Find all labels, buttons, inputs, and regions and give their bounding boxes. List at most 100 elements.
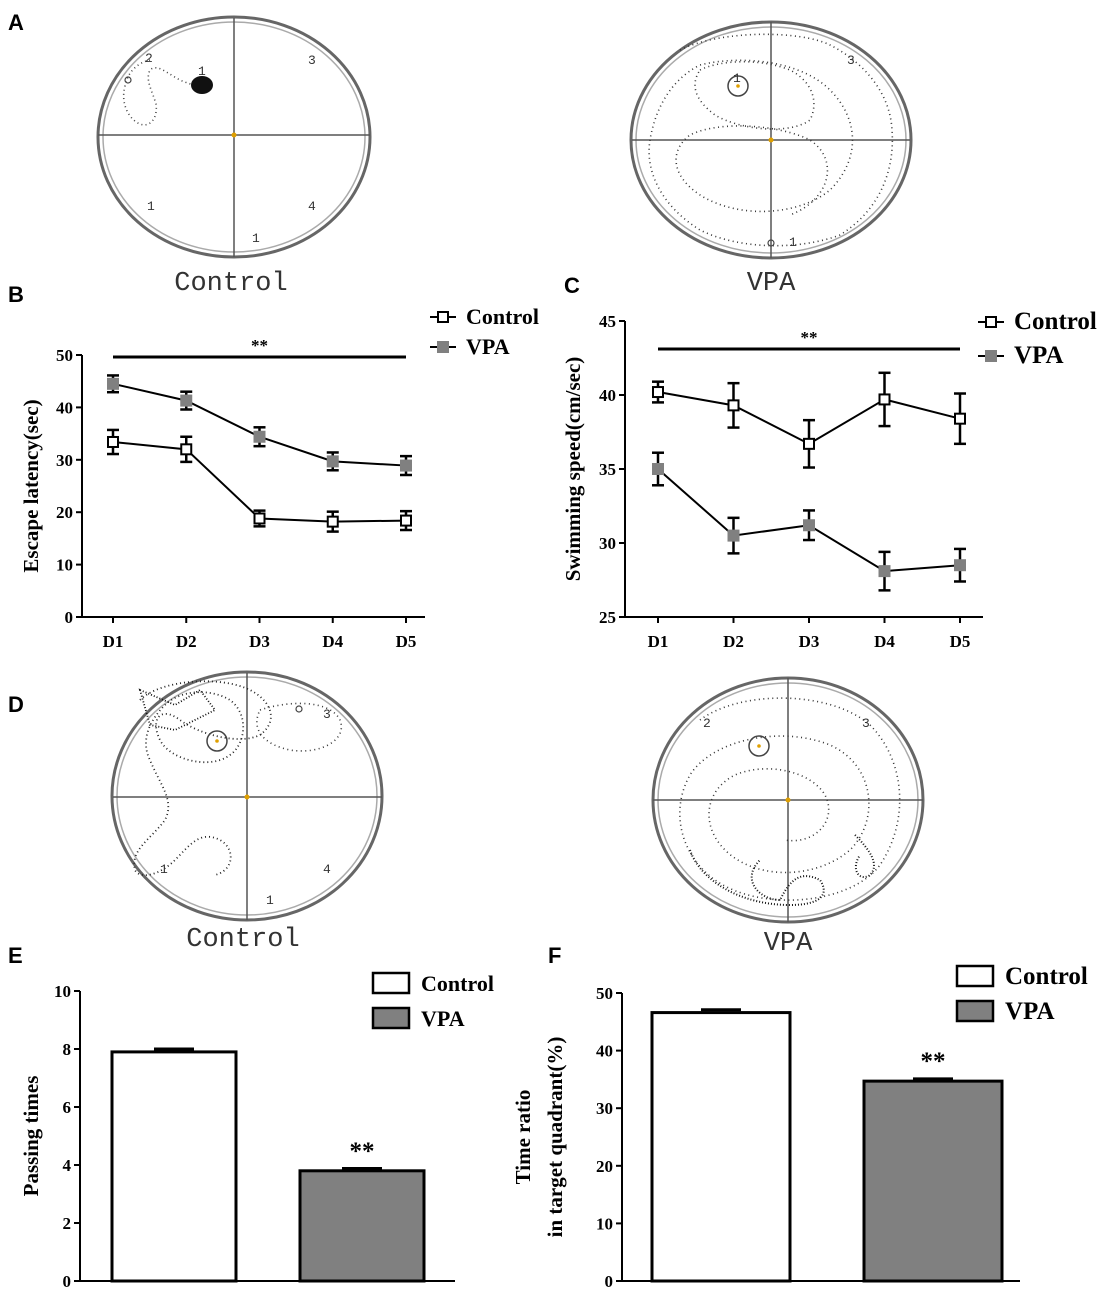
bar-control	[650, 1011, 792, 1283]
quadrant-label: 4	[308, 199, 316, 214]
y-tick-label: 10	[596, 1214, 613, 1233]
panel-d-vpa-pool: 2 3	[651, 676, 925, 924]
panel-d-right-caption: VPA	[764, 929, 813, 959]
legend-marker	[985, 316, 997, 328]
pool-center	[231, 132, 237, 138]
data-point-control	[326, 515, 339, 528]
swim-track-dense	[689, 849, 825, 907]
x-tick-label: D1	[103, 632, 124, 651]
bar-vpa	[862, 1079, 1004, 1283]
x-tick-label: D4	[322, 632, 343, 651]
y-tick-label: 2	[63, 1214, 72, 1233]
quadrant-label: 1	[733, 71, 741, 86]
data-point-control	[954, 412, 966, 425]
y-axis-label: Time ratio	[511, 1090, 535, 1185]
quadrant-label: 1	[147, 199, 155, 214]
chart-escape-latency: 0 10 20 30 40 50 D1 D2 D3 D4 D5 Escape latency(sec)…	[19, 304, 539, 651]
y-tick-label: 0	[605, 1272, 614, 1291]
y-tick-label: 40	[599, 386, 616, 405]
legend-marker	[985, 350, 997, 362]
legend-label: Control	[421, 971, 494, 996]
data-point-vpa	[326, 455, 339, 468]
data-point-vpa	[652, 463, 664, 475]
quadrant-label: 3	[308, 53, 316, 68]
y-tick-label: 20	[596, 1157, 613, 1176]
platform-marker	[191, 76, 213, 94]
y-tick-label: 35	[599, 460, 616, 479]
y-tick-label: 30	[596, 1099, 613, 1118]
significance-label: **	[251, 336, 268, 355]
legend-label: Control	[466, 304, 539, 329]
y-axis-label: Swimming speed(cm/sec)	[561, 357, 585, 582]
legend-label: VPA	[1014, 342, 1064, 369]
pool-center	[768, 137, 774, 143]
panel-b-label: B	[8, 282, 24, 307]
y-tick-label: 40	[56, 398, 73, 417]
y-tick-label: 45	[599, 312, 616, 331]
series-line-vpa	[112, 382, 407, 467]
swim-track	[679, 697, 901, 901]
y-tick-label: 6	[63, 1098, 72, 1117]
x-tick-label: D2	[723, 632, 744, 651]
significance-label: **	[350, 1138, 375, 1165]
panel-d-label: D	[8, 692, 24, 717]
y-tick-label: 0	[65, 608, 74, 627]
significance-label: **	[921, 1048, 946, 1075]
panel-a-label: A	[8, 10, 24, 35]
quadrant-label: 1	[789, 235, 797, 250]
data-point-control	[253, 512, 266, 525]
x-tick-label: D1	[648, 632, 669, 651]
data-point-control	[727, 399, 740, 412]
panel-a-control-pool: 2 1 3 1 4 1	[96, 15, 372, 259]
platform-center	[736, 84, 740, 88]
y-tick-label: 4	[63, 1156, 72, 1175]
panel-d-control-pool: 3 1 4 1	[110, 670, 384, 922]
y-tick-label: 10	[54, 982, 71, 1001]
platform-center	[215, 739, 219, 743]
legend-swatch	[371, 971, 411, 995]
y-tick-label: 10	[56, 556, 73, 575]
swim-track-dense	[138, 688, 217, 731]
legend-label: VPA	[421, 1006, 465, 1031]
quadrant-label: 1	[266, 893, 274, 908]
y-axis-label: Escape latency(sec)	[19, 399, 43, 572]
data-point-control	[652, 386, 664, 399]
platform-marker	[748, 735, 770, 757]
data-point-vpa	[727, 529, 740, 542]
y-axis-label: Passing times	[19, 1076, 43, 1197]
swim-track-dense	[854, 834, 875, 878]
quadrant-label: 2	[703, 716, 711, 731]
pool-center	[244, 794, 250, 800]
y-tick-label: 50	[596, 984, 613, 1003]
chart-time-ratio: 0 10 20 30 40 50 Time ratio in target quadrant(…	[511, 963, 1088, 1291]
x-tick-label: D3	[249, 632, 270, 651]
legend-swatch	[371, 1006, 411, 1030]
legend-swatch	[955, 964, 995, 988]
platform-center	[757, 744, 761, 748]
x-tick-label: D4	[874, 632, 895, 651]
quadrant-label: 1	[252, 231, 260, 246]
quadrant-label: 1	[160, 862, 168, 877]
panel-a-vpa-pool: 1 3 1	[629, 20, 913, 260]
x-tick-label: D2	[176, 632, 197, 651]
y-tick-label: 8	[63, 1040, 72, 1059]
quadrant-label: 3	[862, 716, 870, 731]
start-point	[124, 76, 132, 84]
y-tick-label: 0	[63, 1272, 72, 1291]
data-point-control	[803, 437, 815, 450]
legend-label: Control	[1014, 308, 1097, 335]
legend-label: Control	[1005, 963, 1088, 990]
platform-marker	[727, 75, 749, 97]
y-tick-label: 20	[56, 503, 73, 522]
x-tick-label: D5	[950, 632, 971, 651]
data-point-control	[400, 514, 412, 527]
quadrant-label: 3	[323, 707, 331, 722]
bar-control	[110, 1050, 238, 1283]
legend-swatch	[955, 999, 995, 1023]
data-point-vpa	[253, 430, 266, 443]
legend-label: VPA	[1005, 998, 1055, 1025]
x-tick-label: D3	[799, 632, 820, 651]
data-point-control	[180, 443, 193, 456]
y-axis-label: in target quadrant(%)	[543, 1037, 567, 1238]
